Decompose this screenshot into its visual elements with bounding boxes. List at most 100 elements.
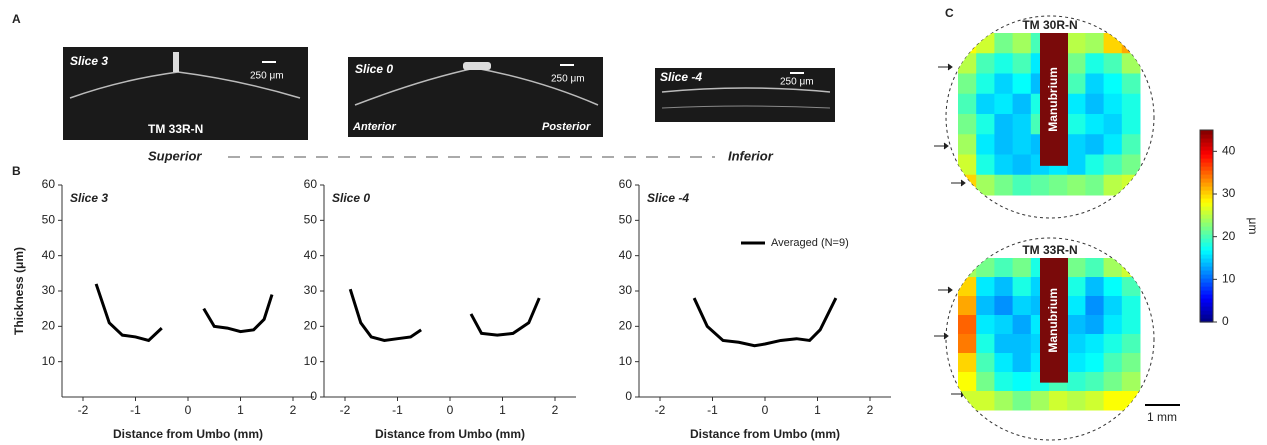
colorbar-segment	[1200, 274, 1213, 279]
heatmap-cell	[1067, 114, 1086, 135]
legend-label: Averaged (N=9)	[771, 237, 849, 249]
image-label: Posterior	[542, 121, 591, 133]
colorbar-segment	[1200, 242, 1213, 247]
heatmap-cell	[1103, 114, 1123, 135]
heatmap-cell	[976, 315, 995, 335]
colorbar-segment	[1200, 146, 1213, 151]
data-line	[692, 297, 838, 348]
colorbar-label: μm	[1246, 218, 1260, 235]
heatmap-cell	[976, 353, 995, 373]
heatmap-cell	[976, 258, 995, 278]
colorbar-segment	[1200, 150, 1213, 155]
y-tick-label: 60	[42, 177, 56, 191]
image-label: Slice 0	[355, 62, 393, 76]
scale-label: 250 μm	[551, 74, 585, 85]
heatmap-cell	[1012, 154, 1032, 176]
x-axis-label: Distance from Umbo (mm)	[375, 427, 525, 441]
heatmap-cell	[958, 114, 977, 135]
y-tick-label: 20	[42, 319, 56, 333]
heatmap-cell	[1030, 391, 1050, 411]
y-tick-label: 40	[304, 248, 318, 262]
heatmap-cell	[1067, 372, 1086, 392]
heatmap-cell	[958, 296, 977, 316]
heatmap-cell	[1103, 73, 1123, 95]
colorbar-segment	[1200, 218, 1213, 223]
heatmap-cell	[976, 174, 995, 196]
panel-label: B	[12, 164, 21, 178]
oct-image: Slice 0 250 μm Anterior Posterior	[348, 57, 603, 137]
colorbar-segment	[1200, 170, 1213, 175]
heatmap-cell	[994, 154, 1014, 176]
heatmap-cell	[1121, 93, 1141, 115]
heatmap-cell	[1012, 277, 1032, 297]
x-tick-label: 1	[237, 403, 244, 417]
heatmap-cell	[1103, 391, 1123, 411]
heatmap-cell	[958, 372, 977, 392]
heatmap-cell	[1103, 277, 1123, 297]
colorbar-segment	[1200, 130, 1213, 135]
x-tick-label: -2	[655, 403, 666, 417]
heatmap-cell	[1012, 334, 1032, 354]
heatmap-cell	[1067, 93, 1086, 115]
heatmap-cell	[976, 391, 995, 411]
heatmap-cell	[1121, 296, 1141, 316]
heatmap-cell	[1067, 53, 1086, 74]
heatmap-cell	[1085, 73, 1105, 95]
heatmap-cell	[1103, 315, 1123, 335]
colorbar-tick-label: 0	[1222, 314, 1229, 328]
heatmap-cell	[1067, 391, 1086, 411]
heatmap-cell	[1121, 53, 1141, 74]
y-tick-label: 20	[619, 319, 633, 333]
heatmap-cell	[1067, 277, 1086, 297]
heatmap-cell	[958, 53, 977, 74]
colorbar-segment	[1200, 278, 1213, 283]
y-tick-label: 10	[42, 354, 56, 368]
manubrium	[1040, 33, 1068, 166]
heatmap-cell	[1121, 353, 1141, 373]
data-line	[348, 288, 541, 342]
y-tick-label: 30	[304, 283, 318, 297]
heatmap-cell	[958, 154, 977, 176]
y-tick-label: 60	[304, 177, 318, 191]
heatmap-cell	[1085, 174, 1105, 196]
colorbar-segment	[1200, 194, 1213, 199]
heatmap-cell	[1085, 391, 1105, 411]
heatmap-cell	[1012, 114, 1032, 135]
colorbar-segment	[1200, 262, 1213, 267]
colorbar-segment	[1200, 206, 1213, 211]
colorbar-tick-label: 30	[1222, 186, 1236, 200]
colorbar-segment	[1200, 270, 1213, 275]
chart-title: Slice -4	[647, 191, 689, 205]
direction-label: Superior	[148, 148, 202, 163]
heatmap-cell	[994, 315, 1014, 335]
heatmap-cell	[1121, 258, 1141, 278]
colorbar-segment	[1200, 190, 1213, 195]
heatmap-cell	[976, 53, 995, 74]
y-tick-label: 20	[304, 319, 318, 333]
y-tick-label: 50	[304, 213, 318, 227]
heatmap-cell	[1085, 93, 1105, 115]
heatmap-cell	[1067, 315, 1086, 335]
heatmap-cell	[1085, 372, 1105, 392]
colorbar-segment	[1200, 198, 1213, 203]
colorbar-segment	[1200, 266, 1213, 271]
heatmap-cell	[1085, 114, 1105, 135]
colorbar-segment	[1200, 154, 1213, 159]
image-label: TM 33R-N	[148, 122, 203, 136]
heatmap-title: TM 30R-N	[1022, 18, 1077, 32]
colorbar-segment	[1200, 306, 1213, 311]
heatmap-cell	[1012, 372, 1032, 392]
heatmap-cell	[994, 134, 1014, 155]
heatmap-cell	[994, 391, 1014, 411]
heatmap-cell	[1067, 296, 1086, 316]
heatmap-cell	[976, 93, 995, 115]
colorbar-segment	[1200, 214, 1213, 219]
heatmap-cell	[1085, 315, 1105, 335]
heatmap-cell	[958, 277, 977, 297]
scale-bar-label: 1 mm	[1147, 410, 1177, 424]
y-tick-label: 50	[42, 213, 56, 227]
heatmap-cell	[1121, 134, 1141, 155]
heatmap-cell	[1030, 174, 1050, 196]
heatmap-cell	[994, 73, 1014, 95]
